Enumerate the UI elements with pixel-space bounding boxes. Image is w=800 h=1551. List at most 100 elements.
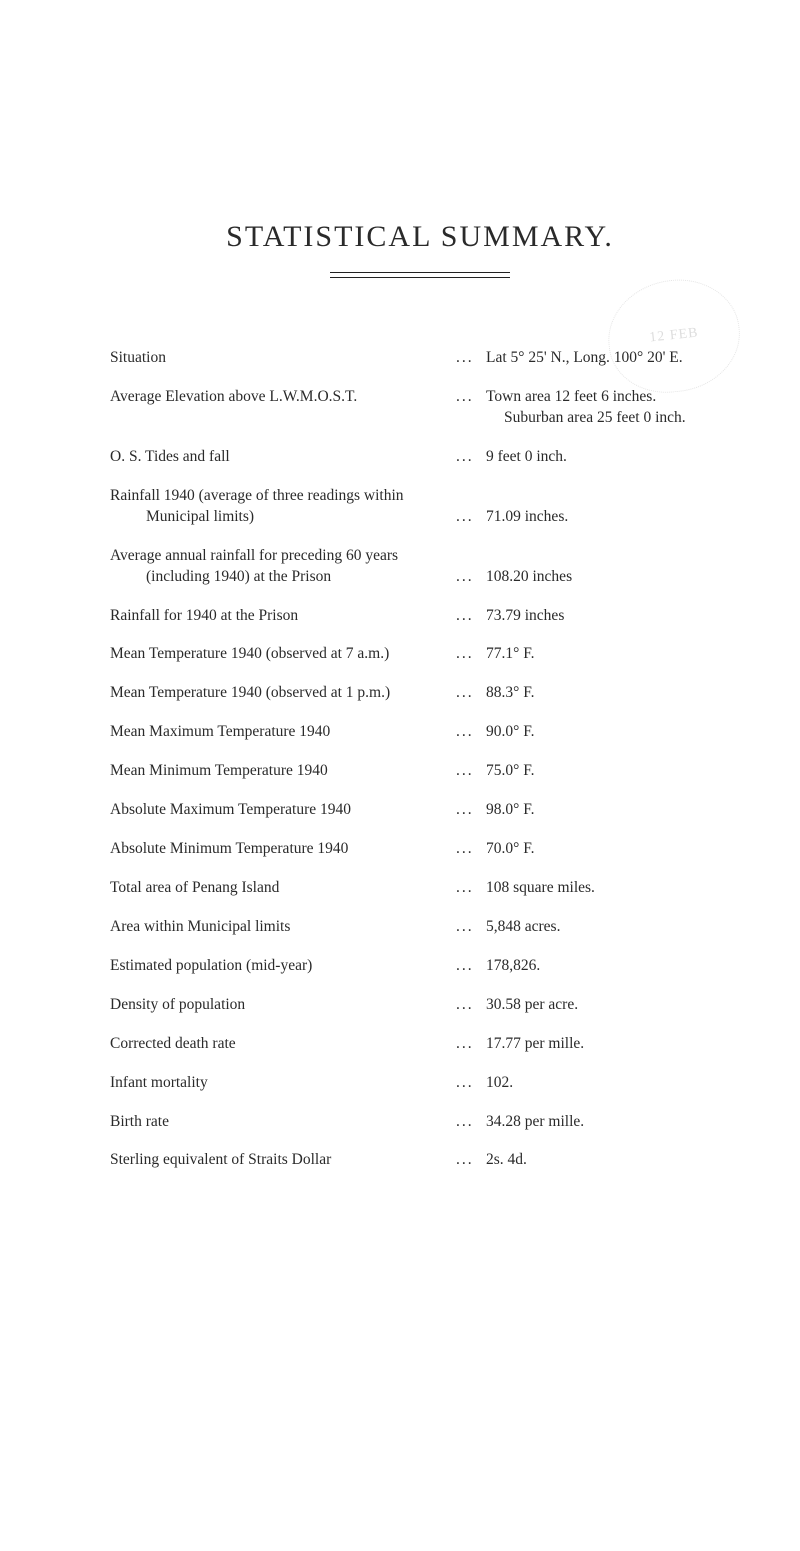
entry-label: Average Elevation above L.W.M.O.S.T. [110, 387, 456, 408]
summary-entry: Absolute Maximum Temperature 1940...98.0… [110, 800, 730, 821]
entry-label-line1: Absolute Minimum Temperature 1940 [110, 840, 348, 857]
entry-value: 102. [486, 1073, 730, 1094]
entry-value: 178,826. [486, 956, 730, 977]
title-double-rule [330, 272, 510, 278]
entry-label: Estimated population (mid-year) [110, 956, 456, 977]
summary-list: Situation...Lat 5° 25' N., Long. 100° 20… [110, 348, 730, 1171]
summary-entry: Average Elevation above L.W.M.O.S.T....T… [110, 387, 730, 429]
entry-value-line1: 108.20 inches [486, 568, 572, 585]
entry-value: 30.58 per acre. [486, 995, 730, 1016]
document-page: 12 FEB STATISTICAL SUMMARY. Situation...… [0, 220, 800, 1551]
leader-dots: ... [456, 917, 486, 938]
entry-value: 75.0° F. [486, 761, 730, 782]
leader-dots: ... [456, 606, 486, 627]
entry-value-line1: 71.09 inches. [486, 508, 568, 525]
summary-entry: Mean Temperature 1940 (observed at 1 p.m… [110, 683, 730, 704]
summary-entry: Absolute Minimum Temperature 1940...70.0… [110, 839, 730, 860]
entry-value-line1: 102. [486, 1074, 513, 1091]
entry-value: 108.20 inches [486, 546, 730, 588]
entry-label: Corrected death rate [110, 1034, 456, 1055]
entry-value: Lat 5° 25' N., Long. 100° 20' E. [486, 348, 730, 369]
entry-label-line1: Mean Temperature 1940 (observed at 7 a.m… [110, 645, 389, 662]
entry-label-line1: Mean Temperature 1940 (observed at 1 p.m… [110, 684, 390, 701]
entry-value-line1: 5,848 acres. [486, 918, 560, 935]
entry-label: Area within Municipal limits [110, 917, 456, 938]
leader-dots: ... [456, 1034, 486, 1055]
entry-label: Density of population [110, 995, 456, 1016]
entry-value: 9 feet 0 inch. [486, 447, 730, 468]
leader-dots: ... [456, 486, 486, 528]
summary-entry: Rainfall 1940 (average of three readings… [110, 486, 730, 528]
entry-value-line1: 178,826. [486, 957, 540, 974]
entry-label-line1: O. S. Tides and fall [110, 448, 230, 465]
entry-label-line1: Area within Municipal limits [110, 918, 290, 935]
entry-value-line2: Suburban area 25 feet 0 inch. [486, 408, 730, 429]
entry-label-line1: Sterling equivalent of Straits Dollar [110, 1151, 331, 1168]
leader-dots: ... [456, 995, 486, 1016]
summary-entry: Estimated population (mid-year)...178,82… [110, 956, 730, 977]
entry-label-line1: Density of population [110, 996, 245, 1013]
leader-dots: ... [456, 761, 486, 782]
entry-value: 2s. 4d. [486, 1150, 730, 1171]
entry-label-line1: Total area of Penang Island [110, 879, 279, 896]
entry-label: Total area of Penang Island [110, 878, 456, 899]
entry-value-line1: 90.0° F. [486, 723, 534, 740]
leader-dots: ... [456, 956, 486, 977]
summary-entry: Mean Minimum Temperature 1940...75.0° F. [110, 761, 730, 782]
entry-value: 77.1° F. [486, 644, 730, 665]
stamp-text: 12 FEB [649, 325, 700, 346]
entry-value-line1: 9 feet 0 inch. [486, 448, 567, 465]
entry-value: 34.28 per mille. [486, 1112, 730, 1133]
entry-value-line1: 30.58 per acre. [486, 996, 578, 1013]
summary-entry: Mean Temperature 1940 (observed at 7 a.m… [110, 644, 730, 665]
entry-value-line1: 77.1° F. [486, 645, 534, 662]
entry-label-line1: Estimated population (mid-year) [110, 957, 312, 974]
entry-value-line1: 88.3° F. [486, 684, 534, 701]
entry-value: 98.0° F. [486, 800, 730, 821]
entry-label: Rainfall for 1940 at the Prison [110, 606, 456, 627]
entry-value: 5,848 acres. [486, 917, 730, 938]
summary-entry: Corrected death rate...17.77 per mille. [110, 1034, 730, 1055]
entry-label-line1: Birth rate [110, 1113, 169, 1130]
entry-value-line1: 98.0° F. [486, 801, 534, 818]
entry-value: 90.0° F. [486, 722, 730, 743]
leader-dots: ... [456, 878, 486, 899]
entry-label-line1: Average annual rainfall for preceding 60… [110, 547, 398, 564]
entry-label: Absolute Maximum Temperature 1940 [110, 800, 456, 821]
page-title: STATISTICAL SUMMARY. [110, 220, 730, 254]
summary-entry: Situation...Lat 5° 25' N., Long. 100° 20… [110, 348, 730, 369]
summary-entry: Birth rate...34.28 per mille. [110, 1112, 730, 1133]
leader-dots: ... [456, 1150, 486, 1171]
leader-dots: ... [456, 839, 486, 860]
leader-dots: ... [456, 348, 486, 369]
entry-value: 108 square miles. [486, 878, 730, 899]
entry-value: 70.0° F. [486, 839, 730, 860]
entry-value: 73.79 inches [486, 606, 730, 627]
title-rule-wrap [110, 272, 730, 278]
entry-label-line2: (including 1940) at the Prison [110, 567, 450, 588]
leader-dots: ... [456, 546, 486, 588]
leader-dots: ... [456, 683, 486, 704]
entry-label-line1: Rainfall for 1940 at the Prison [110, 607, 298, 624]
summary-entry: Infant mortality...102. [110, 1073, 730, 1094]
entry-value-line1: 75.0° F. [486, 762, 534, 779]
leader-dots: ... [456, 722, 486, 743]
summary-entry: Density of population...30.58 per acre. [110, 995, 730, 1016]
leader-dots: ... [456, 387, 486, 408]
entry-label-line1: Mean Minimum Temperature 1940 [110, 762, 328, 779]
entry-value: 17.77 per mille. [486, 1034, 730, 1055]
summary-entry: Rainfall for 1940 at the Prison...73.79 … [110, 606, 730, 627]
entry-value-line1: Lat 5° 25' N., Long. 100° 20' E. [486, 349, 683, 366]
entry-value: 88.3° F. [486, 683, 730, 704]
summary-entry: Total area of Penang Island...108 square… [110, 878, 730, 899]
entry-label: Sterling equivalent of Straits Dollar [110, 1150, 456, 1171]
entry-value-line1: 108 square miles. [486, 879, 595, 896]
entry-label-line1: Mean Maximum Temperature 1940 [110, 723, 330, 740]
summary-entry: Area within Municipal limits...5,848 acr… [110, 917, 730, 938]
entry-label: Mean Temperature 1940 (observed at 7 a.m… [110, 644, 456, 665]
entry-label-line1: Corrected death rate [110, 1035, 236, 1052]
summary-entry: Average annual rainfall for preceding 60… [110, 546, 730, 588]
entry-label: Mean Maximum Temperature 1940 [110, 722, 456, 743]
leader-dots: ... [456, 800, 486, 821]
summary-entry: Sterling equivalent of Straits Dollar...… [110, 1150, 730, 1171]
